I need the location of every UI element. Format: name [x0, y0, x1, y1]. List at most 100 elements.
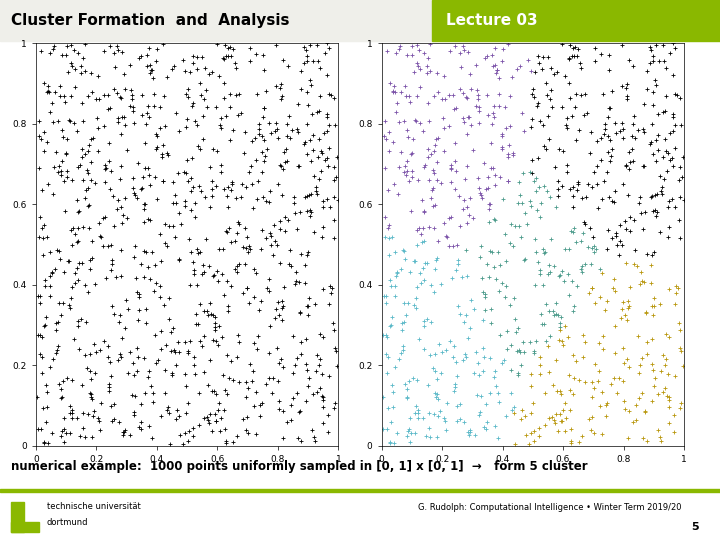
- Point: [32, 393, 43, 401]
- Point: [631, 416, 642, 425]
- Point: [398, 318, 410, 326]
- Point: [510, 328, 522, 336]
- Point: [417, 127, 428, 136]
- Point: [205, 310, 217, 319]
- Point: [556, 337, 567, 346]
- Point: [554, 387, 566, 395]
- Point: [68, 119, 80, 128]
- Point: [599, 306, 611, 314]
- Point: [265, 241, 276, 250]
- Text: 5: 5: [690, 522, 698, 531]
- Point: [241, 232, 253, 241]
- Point: [56, 51, 68, 59]
- Point: [494, 287, 505, 295]
- Point: [556, 416, 567, 425]
- Point: [301, 366, 312, 374]
- Point: [604, 136, 616, 145]
- Point: [40, 418, 51, 427]
- Point: [104, 357, 116, 366]
- Point: [85, 176, 96, 185]
- Point: [159, 122, 171, 130]
- Point: [665, 49, 676, 57]
- Point: [423, 117, 435, 125]
- Point: [173, 256, 184, 265]
- Point: [663, 393, 675, 401]
- Point: [647, 120, 658, 129]
- Point: [302, 302, 314, 310]
- Point: [231, 431, 243, 440]
- Point: [621, 92, 633, 100]
- Point: [64, 429, 76, 437]
- Point: [253, 125, 265, 134]
- Point: [647, 192, 658, 200]
- Point: [526, 156, 538, 165]
- Point: [228, 375, 239, 384]
- Point: [503, 39, 514, 48]
- Point: [73, 316, 84, 325]
- Point: [63, 300, 74, 309]
- Point: [198, 414, 210, 422]
- Point: [496, 145, 508, 153]
- Point: [638, 99, 649, 108]
- Point: [663, 333, 675, 341]
- Point: [81, 364, 93, 373]
- Point: [464, 69, 476, 78]
- Point: [271, 82, 282, 90]
- Point: [329, 343, 341, 352]
- Point: [614, 126, 626, 135]
- Point: [116, 218, 127, 227]
- Point: [182, 84, 194, 93]
- Point: [493, 90, 505, 98]
- Point: [41, 233, 53, 241]
- Point: [41, 87, 53, 96]
- Point: [332, 362, 343, 370]
- Point: [322, 161, 333, 170]
- Point: [193, 319, 204, 328]
- Point: [207, 145, 219, 153]
- Point: [209, 326, 220, 334]
- Point: [385, 418, 397, 427]
- Point: [554, 318, 566, 327]
- Point: [624, 158, 636, 166]
- Point: [578, 110, 590, 119]
- Point: [665, 156, 676, 165]
- Point: [587, 284, 598, 292]
- Point: [264, 322, 275, 330]
- Point: [587, 284, 598, 293]
- Point: [651, 81, 662, 90]
- Point: [230, 237, 241, 245]
- Point: [453, 192, 464, 200]
- Point: [500, 256, 512, 265]
- Point: [191, 121, 202, 130]
- Point: [662, 233, 674, 241]
- Text: technische universität: technische universität: [47, 502, 140, 511]
- Point: [478, 159, 490, 167]
- Point: [325, 281, 336, 290]
- Point: [531, 248, 542, 256]
- Point: [232, 331, 243, 340]
- Point: [265, 228, 276, 237]
- Point: [185, 174, 197, 183]
- Point: [412, 409, 423, 417]
- Point: [197, 261, 209, 269]
- Point: [670, 288, 682, 297]
- Point: [60, 149, 72, 158]
- Point: [305, 212, 316, 220]
- Point: [73, 258, 85, 267]
- Point: [620, 217, 631, 225]
- Text: Lecture 03: Lecture 03: [446, 13, 538, 28]
- Point: [557, 40, 568, 49]
- Point: [648, 382, 660, 390]
- Point: [84, 350, 95, 359]
- Bar: [11, 522, 40, 532]
- Point: [200, 235, 212, 244]
- Point: [570, 136, 582, 145]
- Point: [150, 359, 162, 368]
- Point: [168, 346, 179, 354]
- Point: [141, 51, 153, 59]
- Point: [549, 261, 560, 270]
- Point: [415, 82, 426, 91]
- Point: [275, 80, 287, 89]
- Point: [657, 41, 668, 50]
- Point: [36, 368, 48, 377]
